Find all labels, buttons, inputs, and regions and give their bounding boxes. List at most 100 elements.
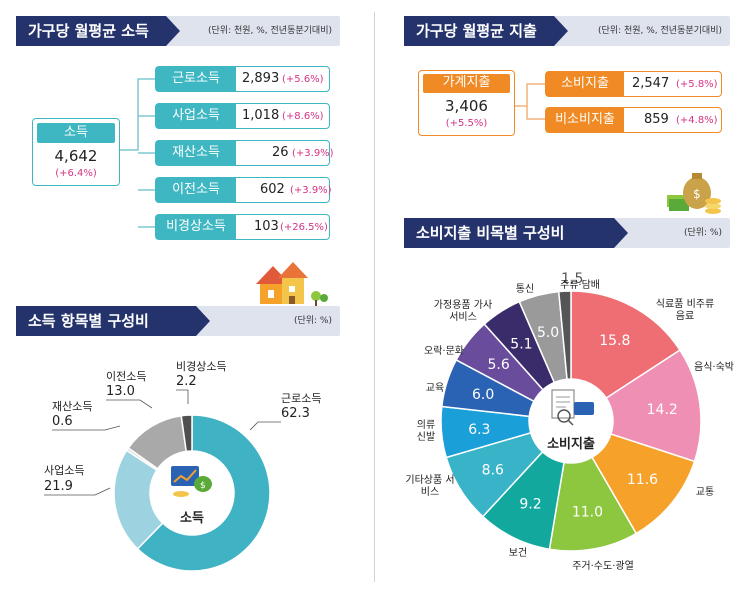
income-item-4: 비경상소득 103 (+26.5%) (155, 214, 330, 240)
income-pie-value-2: 0.6 (52, 414, 73, 429)
cons-cat-3: 주거·수도·광열 (572, 561, 634, 572)
income-item-4-label: 비경상소득 (166, 219, 226, 234)
cons-pie-value-5: 8.6 (482, 462, 504, 478)
income-composition-chart (113, 414, 271, 572)
income-pie-leader-lines (44, 389, 281, 496)
cons-pie-slice-1 (605, 349, 702, 463)
expenditure-connector-lines (515, 83, 545, 120)
income-pie-center: $ 소득 (151, 452, 233, 534)
svg-text:$: $ (693, 187, 701, 201)
expenditure-item-0-change: (+5.8%) (676, 79, 718, 90)
expenditure-item-0-value: 2,547 (632, 76, 670, 91)
income-pie-label-2: 재산소득 (52, 400, 93, 413)
money-chart-icon: $ (171, 466, 212, 497)
expenditure-item-0: 소비지출 2,547 (+5.8%) (545, 71, 722, 97)
income-item-0-change: (+5.6%) (282, 74, 324, 85)
cons-cat-10: 통신 (515, 284, 535, 295)
income-pie-value-4: 2.2 (176, 374, 197, 389)
expenditure-item-1-value: 859 (644, 112, 669, 127)
income-pie-center-label: 소득 (180, 511, 204, 526)
cons-cat-1: 음식·숙박 (694, 362, 734, 373)
income-item-1-change: (+8.6%) (282, 111, 324, 122)
income-item-2-change: (+3.9%) (292, 148, 334, 159)
income-pie-label-1: 사업소득 (44, 464, 85, 477)
cons-cat-2: 교통 (695, 487, 715, 498)
income-item-3-label: 이전소득 (172, 182, 220, 197)
income-pie-value-1: 21.9 (44, 479, 73, 494)
cons-pie-slice-11 (557, 290, 572, 381)
expenditure-total-label: 가계지출 (442, 75, 491, 90)
income-item-3: 이전소득 602 (+3.9%) (155, 177, 332, 203)
cons-cat-8: 오락·문화 (424, 346, 464, 357)
cons-cat-6: 의류 신발 (416, 420, 436, 443)
expenditure-title: 가구당 월평균 지출 (404, 16, 568, 46)
income-total-value: 4,642 (54, 147, 98, 165)
income-pie-slice-0 (136, 414, 271, 572)
expenditure-item-1-change: (+4.8%) (676, 115, 718, 126)
income-composition-unit: (단위: %) (293, 316, 332, 326)
income-pie-label-0: 근로소득 (281, 392, 322, 405)
cons-pie-value-6: 6.3 (468, 422, 490, 438)
consumption-composition-unit: (단위: %) (683, 228, 722, 238)
income-total-box: 소득 4,642 (+6.4%) (32, 118, 120, 186)
money-bag-icon: $ (667, 173, 721, 214)
expenditure-item-1: 비소비지출 859 (+4.8%) (545, 107, 722, 133)
income-total-label: 소득 (64, 125, 88, 140)
consumption-composition-title: 소비지출 비목별 구성비 (404, 218, 628, 248)
income-pie-value-3: 13.0 (106, 384, 135, 399)
cons-cat-0: 식료품 비주류음료 (655, 299, 715, 322)
cons-cat-5: 기타상품 서비스 (405, 475, 455, 498)
income-composition-title: 소득 항목별 구성비 (16, 306, 210, 336)
income-item-2: 재산소득 26 (+3.9%) (155, 140, 334, 166)
cons-pie-value-9: 5.1 (510, 337, 532, 353)
expenditure-total-box: 가계지출 3,406 (+5.5%) (418, 70, 515, 136)
income-item-1: 사업소득 1,018 (+8.6%) (155, 103, 330, 129)
income-unit: (단위: 천원, %, 전년동분기대비) (208, 26, 332, 36)
income-pie-value-0: 62.3 (281, 406, 310, 421)
cons-cat-11: 주류·담배 (560, 280, 600, 291)
expenditure-item-0-label: 소비지출 (561, 76, 609, 91)
expenditure-unit: (단위: 천원, %, 전년동분기대비) (598, 26, 722, 36)
cons-pie-value-0: 15.8 (599, 333, 630, 349)
consumption-composition-chart: 15.8 14.2 11.6 11.0 9.2 8.6 6.3 6.0 5.65.1 5.0 1.5 (440, 271, 702, 552)
consumption-composition-header: 소비지출 비목별 구성비 (단위: %) (404, 218, 730, 248)
expenditure-total-change: (+5.5%) (445, 118, 488, 129)
cons-cat-4: 보건 (508, 548, 528, 559)
income-item-0: 근로소득 2,893 (+5.6%) (155, 66, 330, 92)
cons-pie-value-4: 9.2 (519, 497, 541, 513)
cons-pie-value-1: 14.2 (647, 402, 678, 418)
cons-cat-7: 교육 (425, 383, 445, 394)
cons-pie-value-8: 5.6 (487, 357, 509, 373)
cons-pie-value-7: 6.0 (472, 387, 494, 403)
cons-pie-value-10: 5.0 (537, 325, 559, 341)
income-pie-slice-4 (180, 414, 193, 453)
cons-pie-value-2: 11.6 (627, 472, 658, 488)
expenditure-item-1-label: 비소비지출 (555, 112, 615, 127)
income-item-3-change: (+3.9%) (290, 185, 332, 196)
income-item-1-value: 1,018 (242, 108, 280, 123)
income-item-4-change: (+26.5%) (280, 222, 328, 233)
expenditure-header: 가구당 월평균 지출 (단위: 천원, %, 전년동분기대비) (404, 16, 730, 46)
income-header: 가구당 월평균 소득 (단위: 천원, %, 전년동분기대비) (16, 16, 340, 46)
center-divider (374, 12, 375, 582)
income-connector-lines (120, 78, 155, 228)
income-item-1-label: 사업소득 (172, 108, 220, 123)
income-composition-header: 소득 항목별 구성비 (단위: %) (16, 306, 340, 336)
expenditure-total-value: 3,406 (445, 97, 488, 115)
cons-cat-9: 가정용품 가사서비스 (433, 300, 493, 323)
income-pie-label-4: 비경상소득 (176, 360, 227, 373)
income-item-0-label: 근로소득 (172, 71, 220, 86)
income-item-2-value: 26 (272, 145, 289, 160)
cons-pie-value-3: 11.0 (572, 505, 603, 521)
receipt-card-icon (551, 389, 594, 426)
cons-pie-value-11: 1.5 (561, 271, 583, 287)
house-icon (256, 262, 328, 306)
consumption-pie-center-label: 소비지출 (547, 437, 595, 452)
income-item-4-value: 103 (254, 219, 279, 234)
income-total-change: (+6.4%) (55, 168, 97, 179)
income-item-0-value: 2,893 (242, 71, 280, 86)
consumption-pie-center: 소비지출 (530, 380, 612, 462)
income-item-2-label: 재산소득 (172, 145, 220, 160)
svg-text:$: $ (200, 481, 206, 491)
income-pie-label-3: 이전소득 (106, 370, 147, 383)
